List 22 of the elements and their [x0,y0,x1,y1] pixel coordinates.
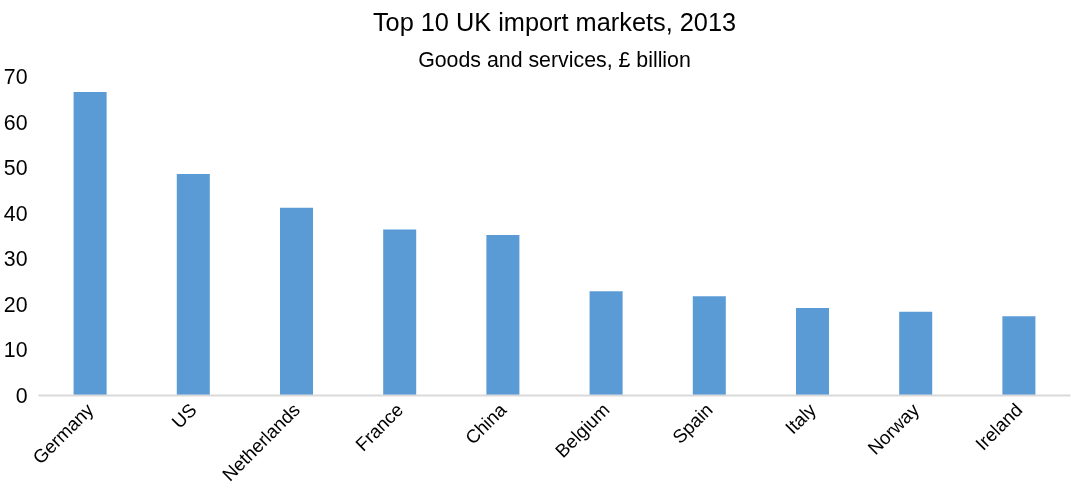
bar [279,207,314,396]
y-tick-label: 10 [3,338,28,363]
y-tick-label: 50 [3,156,28,181]
bar [795,308,830,396]
bar [899,311,933,396]
bar [73,91,107,396]
x-tick-label: Italy [780,398,821,439]
bar [383,229,417,396]
y-tick-label: 0 [15,384,28,408]
bar [589,291,623,396]
bar [176,174,210,396]
y-tick-label: 30 [3,247,28,272]
y-tick-label: 70 [3,65,28,89]
y-tick-label: 20 [3,292,28,317]
bar [1002,316,1036,396]
chart-title: Top 10 UK import markets, 2013 [372,7,737,36]
x-tick-label: US [167,399,201,433]
y-tick-label: 40 [3,201,28,226]
bar [692,296,726,396]
y-tick-label: 60 [3,110,28,135]
bar [486,235,520,396]
chart-subtitle: Goods and services, £ billion [418,47,691,72]
